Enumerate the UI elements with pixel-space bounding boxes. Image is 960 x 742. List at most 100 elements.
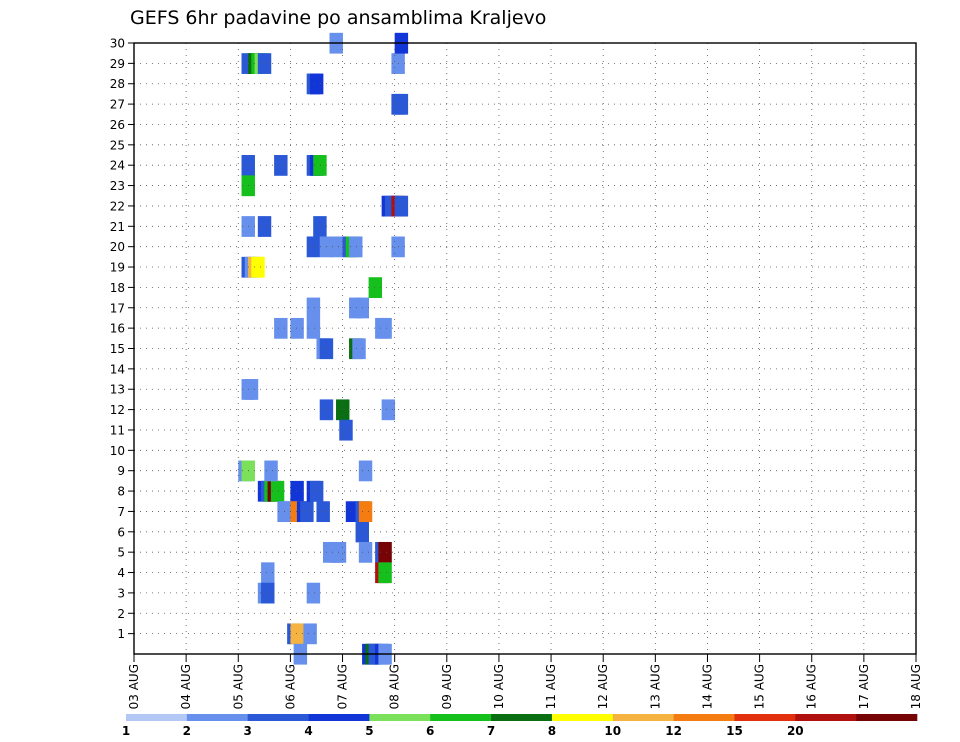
colorbar-swatch <box>673 714 735 721</box>
x-tick-label: 03 AUG <box>127 664 141 709</box>
y-tick-label: 11 <box>110 423 125 437</box>
colorbar-swatch <box>369 714 431 721</box>
chart-title: GEFS 6hr padavine po ansamblima Kraljevo <box>130 7 546 29</box>
cell-layer <box>238 32 409 665</box>
heatmap-cell <box>309 480 324 502</box>
y-tick-label: 19 <box>110 261 125 275</box>
heatmap-cell <box>394 93 409 115</box>
x-tick-label: 05 AUG <box>231 664 245 709</box>
colorbar-label: 20 <box>787 724 804 738</box>
y-tick-label: 25 <box>110 138 125 152</box>
heatmap-cell <box>339 419 353 441</box>
y-tick-label: 3 <box>117 586 125 600</box>
colorbar-swatch <box>795 714 857 721</box>
y-tick-label: 18 <box>110 281 125 295</box>
y-tick-label: 4 <box>117 566 125 580</box>
y-tick-label: 17 <box>110 301 125 315</box>
heatmap-cell <box>309 73 324 95</box>
y-tick-label: 22 <box>110 199 125 213</box>
heatmap-cell <box>244 379 259 400</box>
y-tick-label: 10 <box>110 444 125 458</box>
y-tick-label: 13 <box>110 383 125 397</box>
colorbar-label: 6 <box>426 724 434 738</box>
y-axis: 1234567891011121314151617181920212223242… <box>110 37 134 641</box>
x-tick-label: 16 AUG <box>805 664 819 709</box>
heatmap-cell <box>381 399 396 421</box>
colorbar-swatch <box>734 714 796 721</box>
colorbar-swatch <box>856 714 918 721</box>
heatmap-cell <box>306 236 321 258</box>
colorbar-label: 4 <box>304 724 312 738</box>
colorbar-swatch <box>186 714 248 721</box>
heatmap-cell <box>378 317 392 339</box>
x-tick-label: 15 AUG <box>753 664 767 709</box>
x-tick-label: 11 AUG <box>544 664 558 709</box>
colorbar-swatch <box>612 714 674 721</box>
heatmap-cell <box>274 317 288 339</box>
x-tick-label: 04 AUG <box>179 664 193 709</box>
y-tick-label: 2 <box>117 607 125 621</box>
colorbar-label: 3 <box>244 724 252 738</box>
heatmap-cell <box>358 541 373 563</box>
heatmap-cell <box>306 317 321 339</box>
heatmap-cell <box>358 460 373 482</box>
heatmap-cell <box>290 480 304 502</box>
colorbar-label: 7 <box>487 724 495 738</box>
colorbar-label: 10 <box>604 724 621 738</box>
heatmap-cell <box>378 562 392 584</box>
gridlines <box>134 43 916 654</box>
heatmap-cell <box>290 317 304 339</box>
y-tick-label: 6 <box>117 525 125 539</box>
heatmap-cell <box>394 195 409 217</box>
colorbar-swatch <box>491 714 553 721</box>
y-tick-label: 12 <box>110 403 125 417</box>
y-tick-label: 28 <box>110 77 125 91</box>
x-tick-label: 08 AUG <box>388 664 402 709</box>
heatmap-cell <box>358 501 373 523</box>
y-tick-label: 24 <box>110 159 125 173</box>
heatmap-cell <box>264 460 278 482</box>
heatmap-cell <box>313 216 327 237</box>
x-tick-label: 18 AUG <box>909 664 923 709</box>
y-tick-label: 20 <box>110 240 125 254</box>
y-tick-label: 8 <box>117 485 125 499</box>
heatmap-cell <box>313 155 327 176</box>
x-tick-label: 12 AUG <box>596 664 610 709</box>
y-tick-label: 16 <box>110 322 125 336</box>
heatmap-cell <box>251 256 265 278</box>
heatmap-cell <box>270 480 285 502</box>
heatmap-cell <box>300 501 314 523</box>
heatmap-cell <box>306 297 321 319</box>
colorbar-swatch <box>308 714 370 721</box>
colorbar-swatch <box>126 714 188 721</box>
y-tick-label: 7 <box>117 505 125 519</box>
colorbar-label: 8 <box>548 724 556 738</box>
x-tick-label: 10 AUG <box>492 664 506 709</box>
colorbar-swatch <box>247 714 309 721</box>
heatmap-cell <box>261 582 275 604</box>
x-tick-label: 13 AUG <box>648 664 662 709</box>
y-tick-label: 14 <box>110 362 125 376</box>
x-tick-label: 06 AUG <box>283 664 297 709</box>
heatmap-cell <box>352 338 366 360</box>
heatmap-cell <box>303 623 317 645</box>
colorbar-label: 5 <box>365 724 373 738</box>
x-tick-label: 14 AUG <box>700 664 714 709</box>
heatmap-cell <box>257 53 272 74</box>
x-tick-label: 07 AUG <box>336 664 350 709</box>
colorbar-label: 2 <box>183 724 191 738</box>
x-tick-label: 17 AUG <box>857 664 871 709</box>
x-axis: 03 AUG 04 AUG 05 AUG 06 AUG 07 AUG 08 AUG 09 A… <box>127 654 923 709</box>
heatmap-cell <box>368 277 383 298</box>
y-tick-label: 23 <box>110 179 125 193</box>
y-tick-label: 27 <box>110 98 125 112</box>
colorbar-swatch <box>430 714 492 721</box>
y-tick-label: 9 <box>117 464 125 478</box>
heatmap-cell <box>306 582 321 604</box>
colorbar-swatch <box>551 714 614 721</box>
y-tick-label: 15 <box>110 342 125 356</box>
heatmap-cell <box>329 236 343 258</box>
y-tick-label: 5 <box>117 546 125 560</box>
colorbar: 1 2 3 4 5 6 7 8 10 12 15 20 <box>122 714 918 738</box>
heatmap-cell <box>274 155 288 176</box>
